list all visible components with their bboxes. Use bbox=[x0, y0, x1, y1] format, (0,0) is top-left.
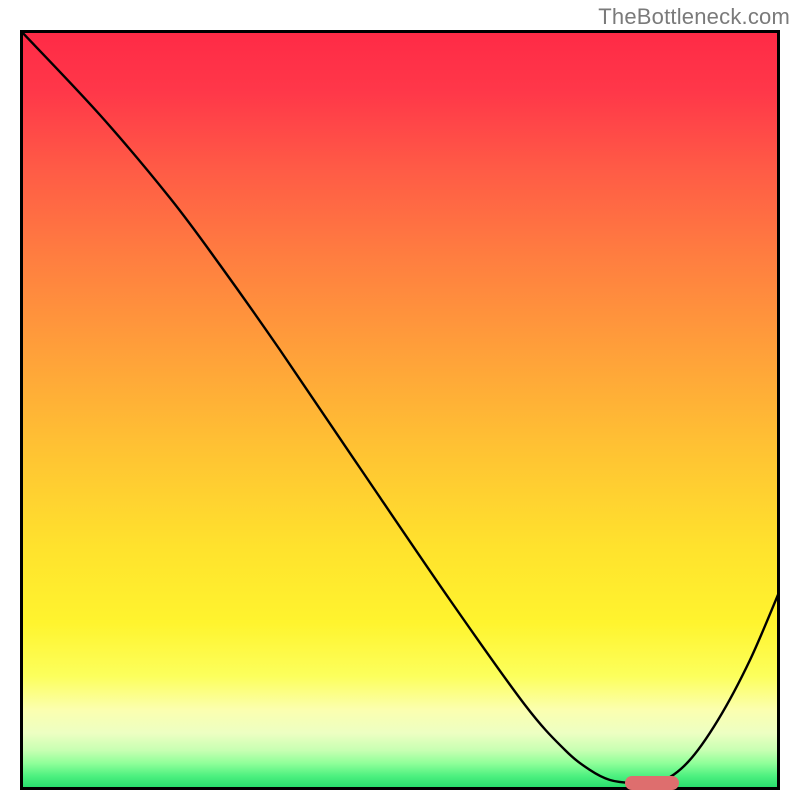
chart-container: TheBottleneck.com bbox=[0, 0, 800, 800]
optimal-marker bbox=[20, 30, 780, 790]
watermark-text: TheBottleneck.com bbox=[598, 4, 790, 30]
plot-area bbox=[20, 30, 780, 790]
